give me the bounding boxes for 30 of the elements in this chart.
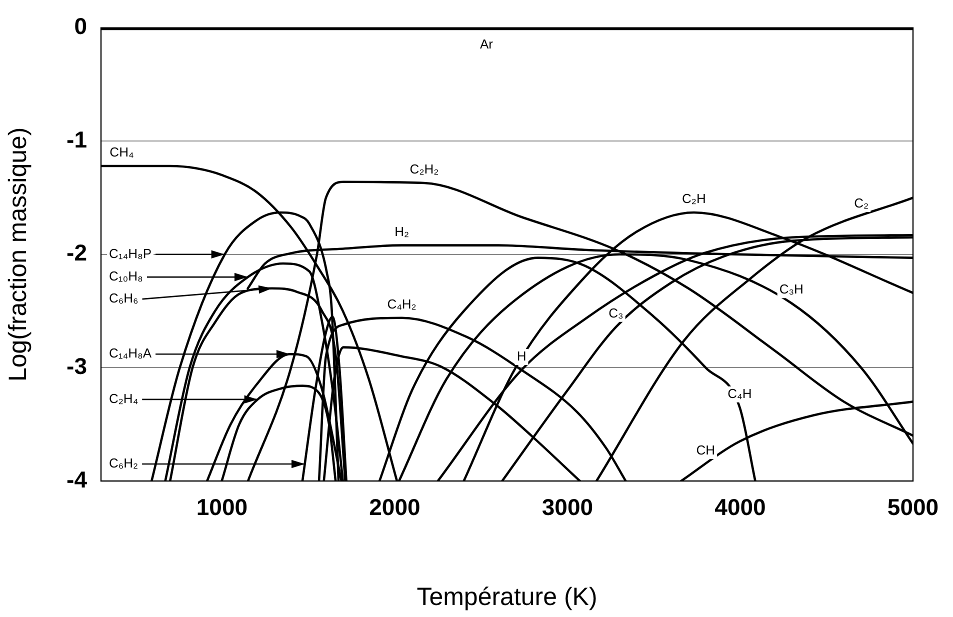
annotation: CH₄: [110, 144, 134, 160]
y-axis-title: Log(fraction massique): [4, 127, 32, 382]
annotation: C₆H₂: [109, 456, 138, 471]
y-tick-label: 0: [74, 13, 87, 40]
x-tick-label: 4000: [714, 494, 766, 520]
x-tick-label: 1000: [196, 494, 248, 520]
annotation: C₂: [854, 196, 869, 211]
annotation: C₆H₆: [109, 290, 138, 306]
annotation: Ar: [480, 36, 494, 52]
annotation: C₃: [608, 305, 624, 320]
annotation: C₂H₄: [109, 391, 138, 406]
y-tick-label: -4: [66, 466, 88, 492]
annotation: C₂H: [682, 191, 706, 206]
annotation: C₁₄H₈P: [109, 246, 152, 261]
annotation: C₄H: [728, 386, 752, 401]
x-tick-label: 2000: [369, 494, 420, 520]
y-tick-label: -1: [66, 126, 88, 152]
annotation: C₃H: [779, 282, 804, 297]
annotation: C₁₄H₈A: [109, 346, 152, 361]
annotation: H: [516, 348, 526, 364]
annotation: H₂: [394, 224, 410, 239]
y-tick-label: -2: [66, 240, 87, 266]
annotation: C₄H₂: [387, 296, 416, 312]
annotation: C₁₀H₈: [109, 268, 143, 284]
y-tick-label: -3: [66, 353, 87, 380]
x-tick-label: 3000: [542, 494, 594, 520]
x-tick-label: 5000: [887, 494, 939, 520]
annotation: C₂H₂: [410, 162, 439, 177]
x-axis-title: Température (K): [416, 582, 598, 611]
annotation: CH: [696, 442, 716, 458]
